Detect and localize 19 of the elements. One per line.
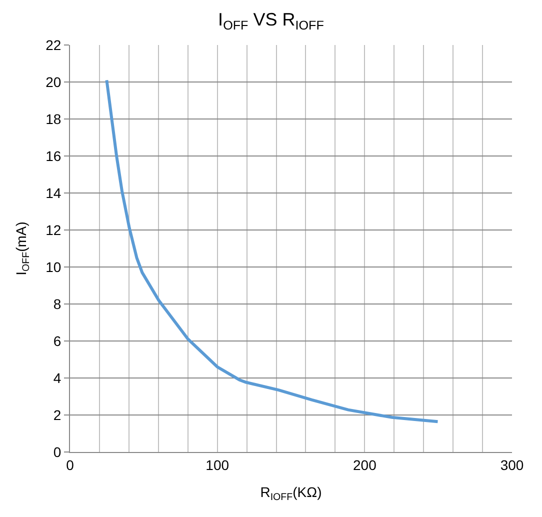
x-tick-label: 100 (206, 456, 230, 473)
y-tick-label: 14 (46, 184, 62, 201)
y-tick-label: 22 (46, 36, 62, 53)
y-tick-label: 4 (53, 370, 62, 386)
y-tick-label: 6 (53, 332, 62, 349)
y-tick-label: 8 (53, 296, 62, 312)
y-tick-label: 18 (46, 110, 62, 127)
y-tick-label: 10 (46, 258, 62, 275)
line-series (105, 78, 440, 424)
chart-title: I$_{OFF}$ VS R$_{IOFF}$ (218, 10, 324, 32)
x-tick-label: 200 (352, 456, 377, 473)
x-axis-title: R$_{IOFF}$(KΩ) (260, 484, 322, 504)
y-tick-label: 12 (46, 222, 62, 238)
y-tick-label: 0 (53, 444, 62, 460)
x-tick-label: 300 (500, 456, 524, 473)
y-tick-label: 20 (46, 74, 62, 90)
y-tick-label: 16 (46, 148, 62, 164)
x-tick-label: 0 (66, 456, 74, 473)
y-tick-label: 2 (53, 406, 62, 423)
